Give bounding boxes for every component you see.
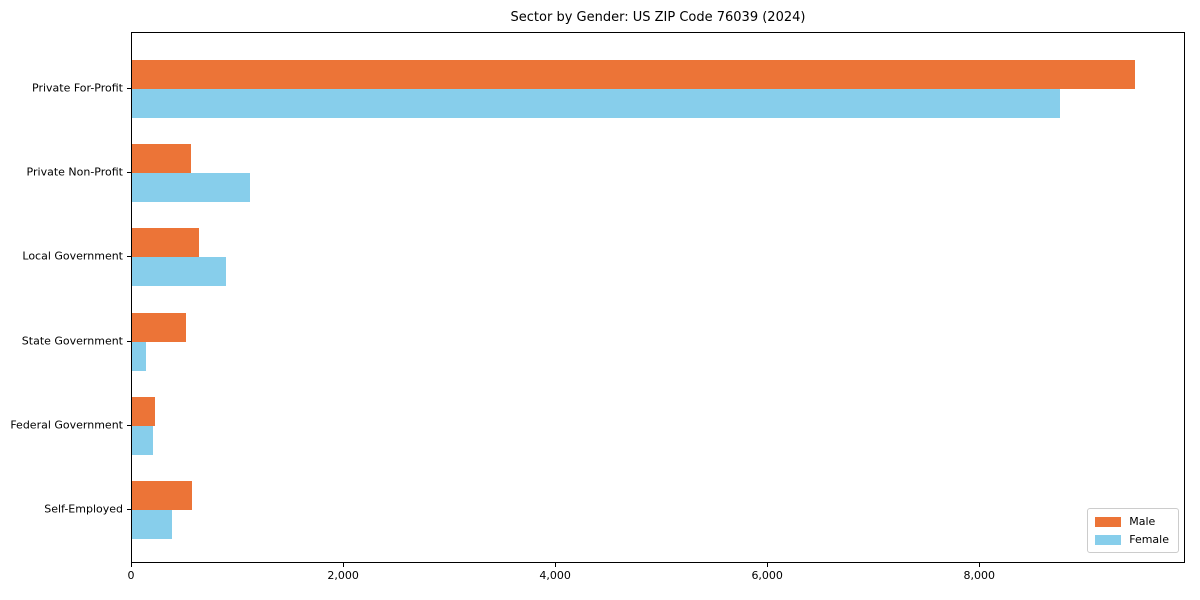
- y-axis-category-label: Self-Employed: [44, 502, 123, 516]
- y-axis-category-label: State Government: [21, 334, 123, 348]
- x-tick-label: 4,000: [539, 569, 571, 582]
- bar-male: [132, 60, 1136, 89]
- bar-female: [132, 341, 146, 371]
- y-axis-category-label: Private Non-Profit: [26, 165, 123, 179]
- x-tick-label: 6,000: [751, 569, 783, 582]
- legend-swatch-female: [1095, 534, 1122, 545]
- bar-male: [132, 312, 187, 342]
- x-tick-mark: [767, 563, 769, 567]
- x-tick-label: 2,000: [327, 569, 359, 582]
- legend-label-female: Female: [1129, 533, 1169, 546]
- bar-male: [132, 144, 192, 174]
- y-tick-mark: [127, 509, 131, 511]
- y-tick-mark: [127, 88, 131, 89]
- x-tick-mark: [343, 563, 345, 567]
- legend: Male Female: [1087, 508, 1179, 553]
- bar-female: [132, 89, 1060, 118]
- chart-title: Sector by Gender: US ZIP Code 76039 (202…: [510, 10, 806, 25]
- bar-male: [132, 396, 156, 426]
- bar-female: [132, 425, 154, 455]
- bar-female: [132, 510, 173, 540]
- bar-female: [132, 257, 227, 287]
- legend-item-female: Female: [1095, 533, 1169, 546]
- x-tick-mark: [979, 563, 981, 567]
- bar-female: [132, 173, 250, 203]
- y-axis-category-label: Local Government: [22, 249, 123, 263]
- legend-item-male: Male: [1095, 515, 1169, 528]
- y-tick-mark: [127, 256, 131, 258]
- y-tick-mark: [127, 424, 131, 426]
- x-tick-label: 8,000: [963, 569, 996, 582]
- y-axis-category-label: Private For-Profit: [32, 81, 123, 95]
- bar-male: [132, 228, 199, 258]
- x-tick-label: 0: [127, 569, 135, 582]
- bar-male: [132, 481, 193, 511]
- legend-swatch-male: [1095, 516, 1122, 527]
- x-tick-mark: [555, 563, 557, 567]
- y-axis-category-label: Federal Government: [10, 418, 123, 432]
- x-tick-mark: [131, 563, 132, 567]
- y-tick-mark: [127, 172, 131, 174]
- legend-label-male: Male: [1129, 515, 1156, 528]
- y-tick-mark: [127, 340, 131, 342]
- plot-area: Male Female: [131, 32, 1185, 563]
